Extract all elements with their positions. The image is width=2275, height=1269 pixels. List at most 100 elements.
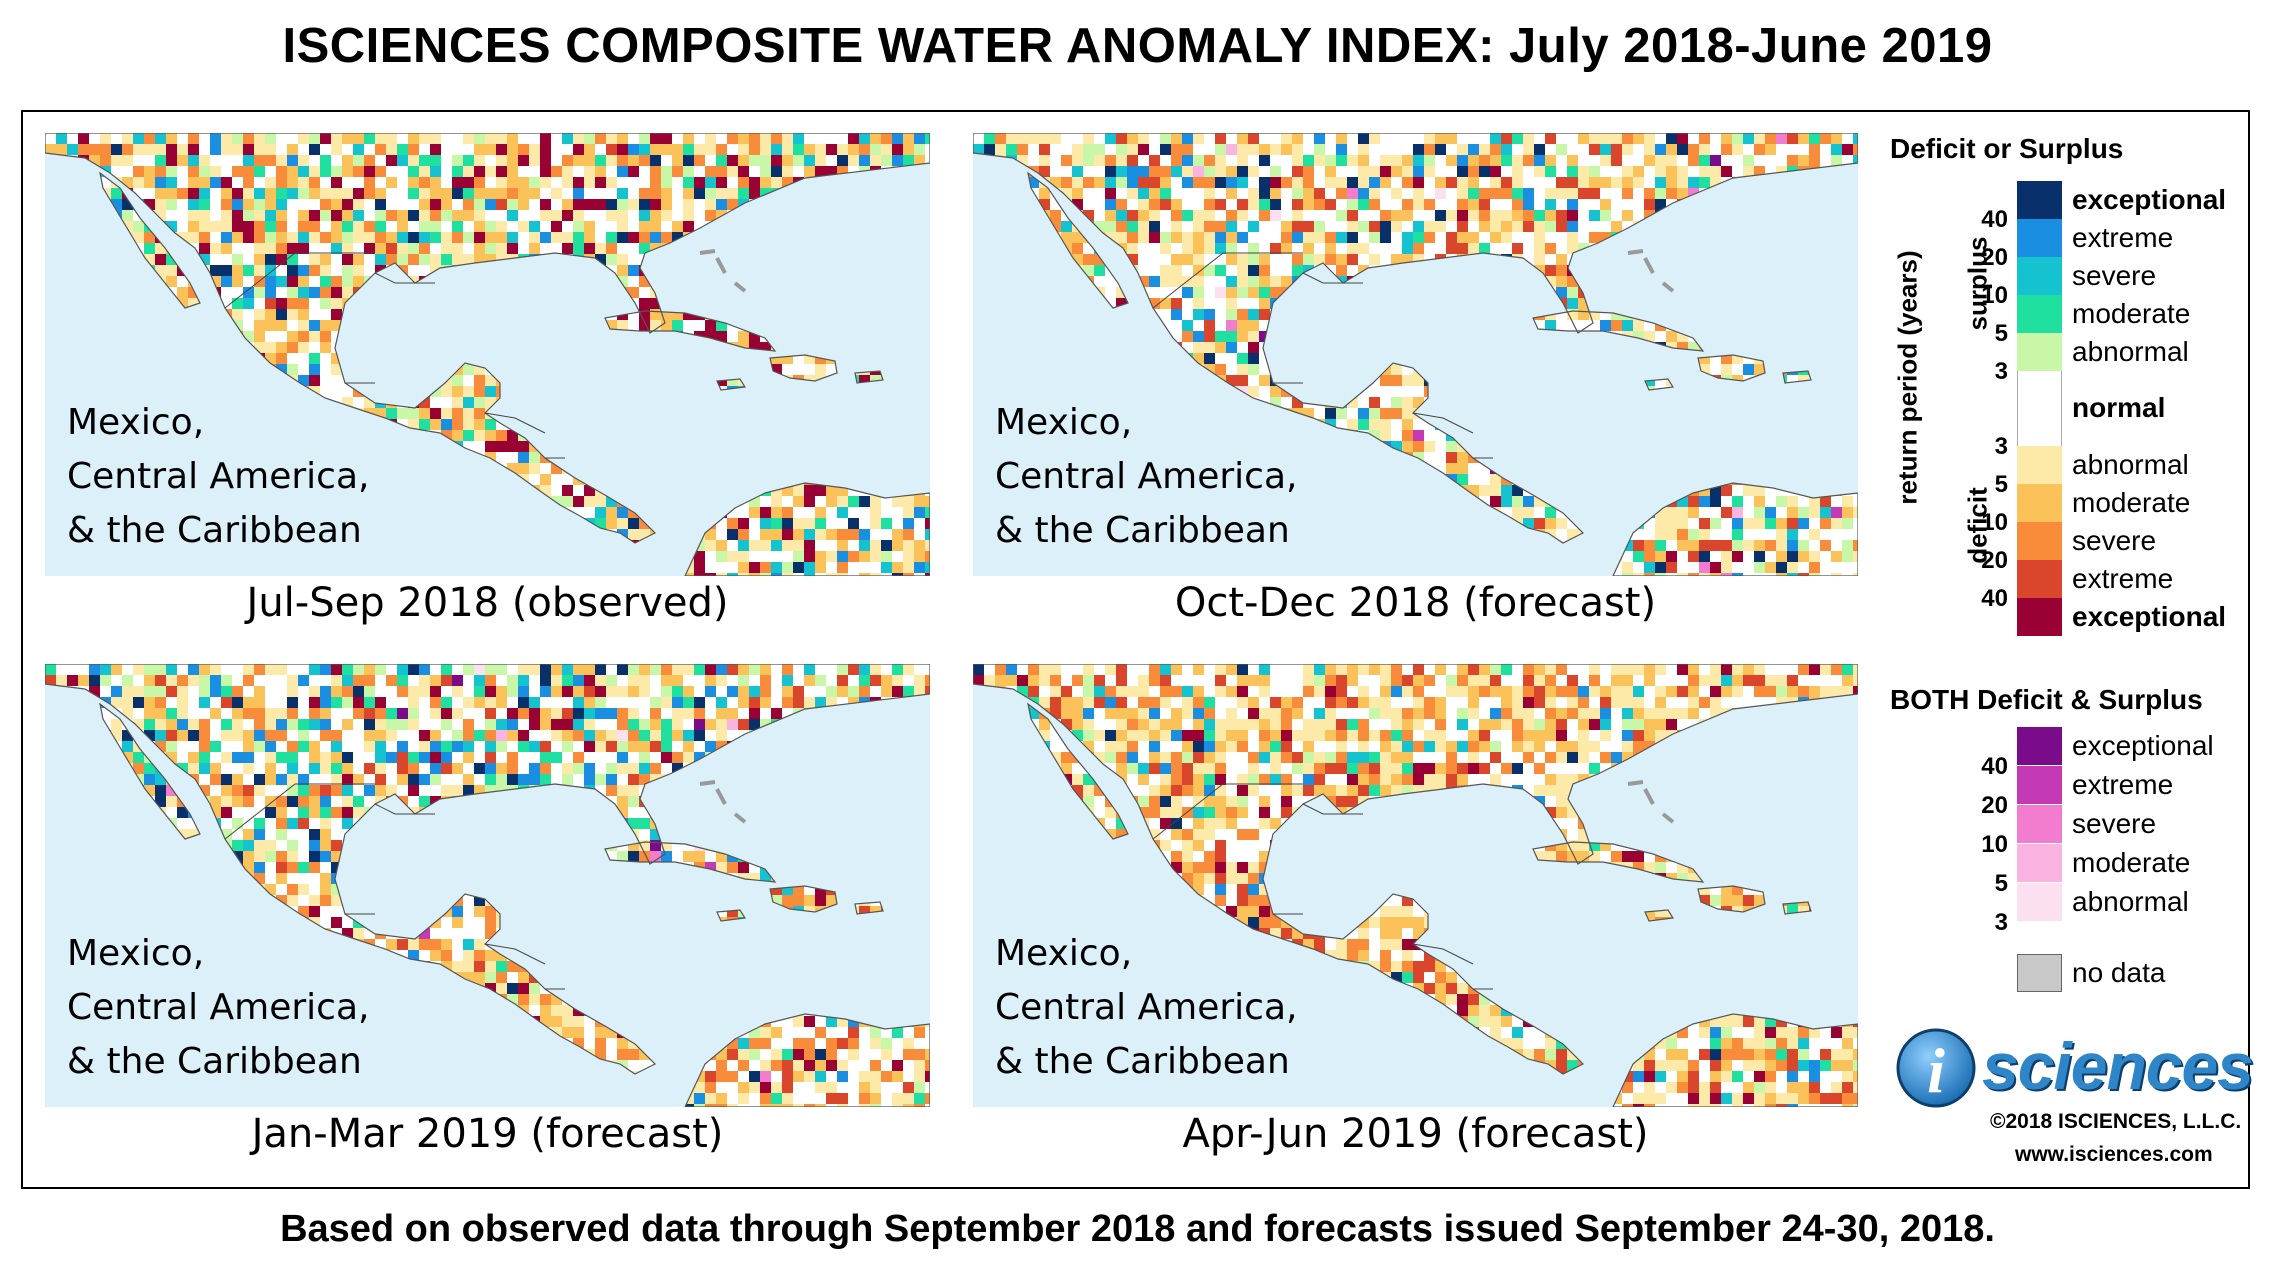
coastline: [1532, 310, 1705, 352]
region-label: Mexico, Central America, & the Caribbean: [67, 402, 370, 551]
coastline: [716, 909, 747, 922]
page-title: ISCIENCES COMPOSITE WATER ANOMALY INDEX:…: [282, 19, 1993, 73]
coastline: [716, 378, 747, 391]
coastline: [1027, 171, 1129, 309]
country-border: [224, 252, 565, 459]
country-border: [1152, 252, 1493, 459]
coastline: [1697, 885, 1766, 913]
legend-swatch-surplus-severe: [2017, 257, 2062, 295]
coastline: [973, 133, 1858, 544]
legend-tick: 10: [1981, 831, 2008, 858]
legend-label-nodata: no data: [2072, 957, 2166, 988]
coastline: [604, 841, 777, 883]
map-panel-apr-jun-2019: Mexico, Central America, & the Caribbean: [973, 664, 1858, 1107]
legend-swatch-nodata: [2017, 954, 2062, 992]
legend-label-both-extreme: extreme: [2072, 769, 2174, 800]
coastline: [45, 133, 930, 544]
panel-caption: Jan-Mar 2019 (forecast): [251, 1111, 724, 1157]
country-border: [224, 783, 565, 990]
legend-label-surplus-moderate: moderate: [2072, 298, 2191, 329]
legend-tick: 3: [1994, 909, 2008, 936]
legend-heading-deficit-surplus: Deficit or Surplus: [1890, 133, 2124, 164]
panel-caption: Jul-Sep 2018 (observed): [246, 580, 729, 626]
coastline: [1782, 901, 1812, 915]
anomaly-map: [973, 664, 1858, 1107]
legend-swatch-both-severe: [2017, 805, 2062, 843]
legend-tick: 40: [1981, 206, 2008, 233]
legend-tick: 5: [1994, 471, 2008, 498]
panel-caption: Apr-Jun 2019 (forecast): [1182, 1111, 1649, 1157]
coastline: [1532, 841, 1705, 883]
map-panel-jan-mar-2019: Mexico, Central America, & the Caribbean: [45, 664, 930, 1107]
nodata-islands: [699, 780, 747, 824]
legend-tick: 10: [1981, 509, 2008, 536]
legend-swatch-deficit-moderate: [2017, 484, 2062, 522]
map-panel-oct-dec-2018: Mexico, Central America, & the Caribbean: [973, 133, 1858, 576]
nodata-islands: [699, 249, 747, 293]
anomaly-map: [45, 664, 930, 1107]
legend-swatch-deficit-abnormal: [2017, 446, 2062, 484]
website-link[interactable]: www.isciences.com: [2015, 1143, 2213, 1166]
legend-tick: 40: [1981, 585, 2008, 612]
legend-label-surplus-abnormal: abnormal: [2072, 336, 2189, 367]
legend-tick: 5: [1994, 320, 2008, 347]
logo-wordmark: sciences: [1982, 1029, 2254, 1103]
legend-label-deficit-moderate: moderate: [2072, 487, 2191, 518]
legend-swatch-surplus-moderate: [2017, 295, 2062, 333]
legend-swatch-normal: [2017, 371, 2062, 446]
legend-tick: 20: [1981, 547, 2008, 574]
legend-swatch-both-abnormal: [2017, 883, 2062, 921]
coastline: [99, 702, 201, 840]
legend-axis-label: return period (years): [1892, 250, 1923, 505]
coastline: [1697, 354, 1766, 382]
logo-i-icon: i: [1896, 1028, 1976, 1108]
copyright: ©2018 ISCIENCES, L.L.C.: [1990, 1110, 2242, 1133]
coastline: [854, 901, 884, 915]
legend-swatch-both-exceptional: [2017, 727, 2062, 765]
isciences-logo: i sciences: [1892, 1022, 2254, 1122]
coastline: [1612, 1013, 1858, 1107]
legend-label-surplus-exceptional: exceptional: [2072, 184, 2227, 215]
legend-swatch-both-extreme: [2017, 766, 2062, 804]
legend-tick: 40: [1981, 753, 2008, 780]
legend-label-both-exceptional: exceptional: [2072, 730, 2214, 761]
legend-tick: 3: [1994, 358, 2008, 385]
coastline: [684, 1013, 930, 1107]
legend-label-both-abnormal: abnormal: [2072, 886, 2189, 917]
coastline: [604, 310, 777, 352]
legend-label-deficit-exceptional: exceptional: [2072, 601, 2227, 632]
country-border: [1152, 783, 1493, 990]
legend-label-both-severe: severe: [2072, 808, 2157, 839]
legend-swatch-surplus-extreme: [2017, 219, 2062, 257]
coastline: [99, 171, 201, 309]
legend-label-deficit-extreme: extreme: [2072, 563, 2174, 594]
legend-heading-both: BOTH Deficit & Surplus: [1890, 684, 2203, 715]
legend-label-deficit-severe: severe: [2072, 525, 2157, 556]
coastline: [854, 370, 884, 384]
legend-swatch-both-moderate: [2017, 844, 2062, 882]
anomaly-map: [973, 133, 1858, 576]
legend-tick: 5: [1994, 870, 2008, 897]
legend-tick: 20: [1981, 244, 2008, 271]
legend-label-surplus-extreme: extreme: [2072, 222, 2174, 253]
coastline: [1612, 482, 1858, 576]
legend-tick: 20: [1981, 792, 2008, 819]
coastline: [1027, 702, 1129, 840]
legend-label-both-moderate: moderate: [2072, 847, 2191, 878]
anomaly-map: [45, 133, 930, 576]
legend-swatch-deficit-exceptional: [2017, 598, 2062, 636]
footer-note: Based on observed data through September…: [280, 1208, 1995, 1250]
coastline: [45, 664, 930, 1075]
panel-caption: Oct-Dec 2018 (forecast): [1174, 580, 1657, 626]
legend-tick: 10: [1981, 282, 2008, 309]
legend-swatch-deficit-extreme: [2017, 560, 2062, 598]
coastline: [769, 354, 838, 382]
coastline: [684, 482, 930, 576]
figure-frame: [21, 110, 2250, 1189]
coastline: [973, 664, 1858, 1075]
coastline: [1644, 378, 1675, 391]
nodata-islands: [1627, 780, 1675, 824]
legend-label-deficit-abnormal: abnormal: [2072, 449, 2189, 480]
coastline: [769, 885, 838, 913]
map-panel-jul-sep-2018: Mexico, Central America, & the Caribbean: [45, 133, 930, 576]
